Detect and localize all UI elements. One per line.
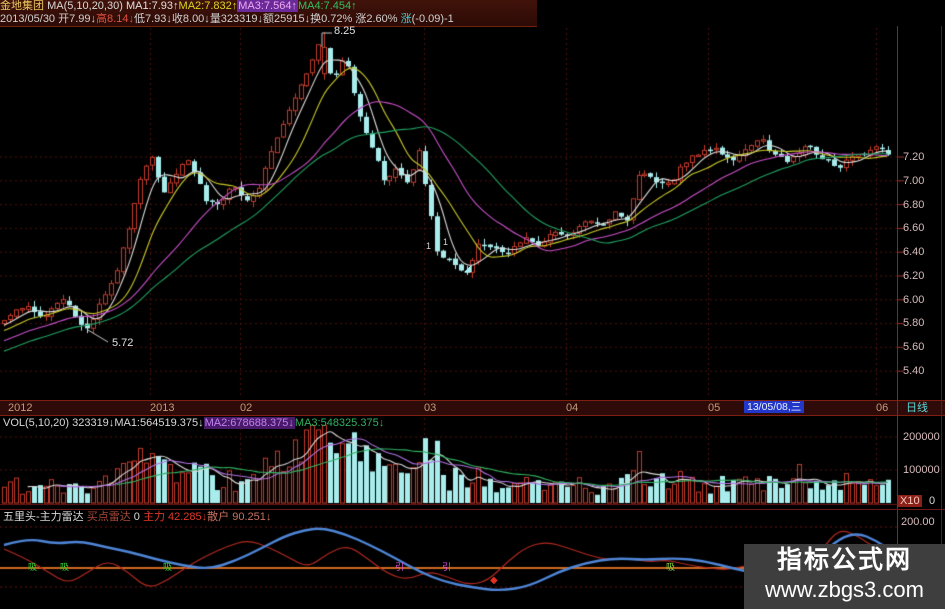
date-label: 06 bbox=[876, 402, 889, 414]
date-label: 04 bbox=[566, 402, 579, 414]
price-axis-divider bbox=[897, 26, 898, 609]
volume-header-segment: MA1:564519.375↓ bbox=[114, 417, 204, 429]
signal-marker: ◆ bbox=[490, 575, 498, 586]
volume-tick-label: 200000 bbox=[903, 431, 940, 443]
price-tick-label: 7.00 bbox=[903, 175, 925, 187]
header-segment: 额25915↓ bbox=[263, 13, 311, 25]
date-axis-bar bbox=[0, 400, 945, 416]
volume-chart[interactable] bbox=[0, 416, 945, 509]
header-segment: 量323319↓ bbox=[209, 13, 264, 25]
price-tick-label: 6.40 bbox=[903, 246, 925, 258]
indicator-header-segment: 0 bbox=[130, 511, 143, 523]
quote-header: 金地集团 MA(5,10,20,30) MA1:7.93↑MA2:7.832↑M… bbox=[0, 0, 537, 27]
header-segment: 金地集团 bbox=[0, 0, 48, 12]
volume-unit-label: X10 bbox=[898, 495, 922, 507]
header-segment: 涨2.60% bbox=[355, 13, 401, 25]
watermark-url: www.zbgs3.com bbox=[765, 577, 924, 602]
price-tick-label: 5.60 bbox=[903, 341, 925, 353]
volume-header-segment: MA2:678688.375↓ bbox=[203, 417, 295, 429]
indicator-header-segment: 五里头-主力雷达 bbox=[3, 511, 87, 523]
signal-marker: 吸 bbox=[60, 562, 70, 572]
header-segment: 2013/05/30 bbox=[0, 13, 59, 25]
date-label: 02 bbox=[240, 402, 253, 414]
header-segment: 涨 bbox=[400, 13, 412, 25]
header-segment: 收8.00↓ bbox=[171, 13, 210, 25]
date-label: 03 bbox=[424, 402, 437, 414]
signal-marker: 引 bbox=[395, 562, 405, 572]
price-tick-label: 6.20 bbox=[903, 270, 925, 282]
main-price-chart[interactable] bbox=[0, 26, 945, 400]
right-edge-line bbox=[941, 26, 942, 609]
date-label: 2012 bbox=[8, 402, 33, 414]
header-segment: 高8.14↓ bbox=[96, 13, 134, 25]
indicator-header-segment: 主力 42.285↓ bbox=[142, 511, 208, 523]
volume-zero-label: 0 bbox=[929, 495, 936, 507]
header-segment: MA3:7.564↑ bbox=[237, 0, 298, 12]
indicator-header-segment: 买点雷达 bbox=[86, 511, 131, 523]
indicator-tick-label: 200.00 bbox=[901, 516, 935, 528]
price-tick-label: 7.20 bbox=[903, 151, 925, 163]
ma-values-line: 金地集团 MA(5,10,20,30) MA1:7.93↑MA2:7.832↑M… bbox=[0, 0, 537, 13]
header-segment: MA1:7.93↑ bbox=[125, 0, 179, 12]
price-annotation: 1 bbox=[426, 241, 432, 251]
watermark-site-name: 指标公式网 bbox=[776, 546, 912, 574]
volume-tick-label: 100000 bbox=[903, 464, 940, 476]
volume-pane-header: VOL(5,10,20) 323319↓MA1:564519.375↓MA2:6… bbox=[3, 417, 384, 429]
period-selector[interactable]: 日线 bbox=[906, 402, 928, 414]
header-segment: 换0.72% bbox=[310, 13, 356, 25]
header-segment: 低7.93↓ bbox=[133, 13, 172, 25]
price-tick-label: 6.80 bbox=[903, 199, 925, 211]
cursor-date-badge: 13/05/08,三 bbox=[744, 401, 805, 413]
price-annotation: ◢ bbox=[464, 263, 472, 274]
watermark: 指标公式网 www.zbgs3.com bbox=[744, 544, 945, 609]
price-annotation: 1 bbox=[443, 237, 449, 247]
price-tick-label: 6.00 bbox=[903, 294, 925, 306]
signal-marker: 吸 bbox=[666, 562, 676, 572]
price-tick-label: 5.40 bbox=[903, 365, 925, 377]
header-segment: (-0.09)-1 bbox=[411, 13, 454, 25]
indicator-pane-header: 五里头-主力雷达 买点雷达 0 主力 42.285↓散户 90.251↓ bbox=[3, 511, 271, 523]
date-label: 2013 bbox=[150, 402, 175, 414]
signal-marker: 吸 bbox=[163, 562, 173, 572]
price-annotation: 5.72 bbox=[112, 337, 134, 349]
price-annotation: 8.25 bbox=[334, 25, 356, 37]
indicator-pane-divider bbox=[0, 509, 945, 510]
volume-header-segment: MA3:548325.375↓ bbox=[294, 417, 385, 429]
date-label: 05 bbox=[708, 402, 721, 414]
price-tick-label: 5.80 bbox=[903, 317, 925, 329]
price-tick-label: 6.60 bbox=[903, 222, 925, 234]
header-segment: MA(5,10,20,30) bbox=[47, 0, 126, 12]
header-segment: MA2:7.832↑ bbox=[178, 0, 238, 12]
header-segment: 开7.99↓ bbox=[58, 13, 97, 25]
signal-marker: 引 bbox=[442, 562, 452, 572]
indicator-header-segment: 散户 90.251↓ bbox=[207, 511, 272, 523]
volume-header-segment: VOL(5,10,20) 323319↓ bbox=[3, 417, 115, 429]
signal-marker: 吸 bbox=[28, 562, 38, 572]
header-segment: MA4:7.454↑ bbox=[297, 0, 357, 12]
ohlc-values-line: 2013/05/30 开7.99↓高8.14↓低7.93↓收8.00↓量3233… bbox=[0, 13, 537, 26]
